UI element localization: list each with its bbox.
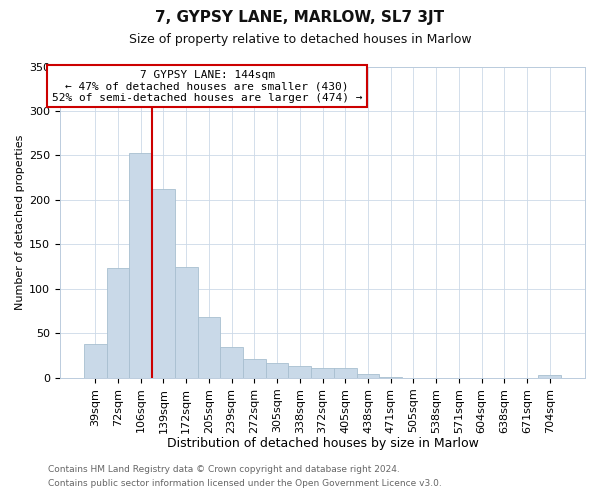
Bar — [311, 368, 334, 378]
Bar — [289, 366, 311, 378]
Bar — [243, 360, 266, 378]
Text: 7, GYPSY LANE, MARLOW, SL7 3JT: 7, GYPSY LANE, MARLOW, SL7 3JT — [155, 10, 445, 25]
Bar — [538, 376, 561, 378]
Bar — [175, 266, 197, 378]
X-axis label: Distribution of detached houses by size in Marlow: Distribution of detached houses by size … — [167, 437, 478, 450]
Text: Size of property relative to detached houses in Marlow: Size of property relative to detached ho… — [128, 32, 472, 46]
Bar — [84, 344, 107, 378]
Bar — [334, 368, 356, 378]
Bar — [379, 377, 402, 378]
Bar — [130, 153, 152, 378]
Text: 7 GYPSY LANE: 144sqm
← 47% of detached houses are smaller (430)
52% of semi-deta: 7 GYPSY LANE: 144sqm ← 47% of detached h… — [52, 70, 362, 103]
Bar — [197, 318, 220, 378]
Bar — [266, 363, 289, 378]
Bar — [220, 347, 243, 378]
Y-axis label: Number of detached properties: Number of detached properties — [15, 134, 25, 310]
Bar — [107, 268, 130, 378]
Bar — [152, 190, 175, 378]
Bar — [356, 374, 379, 378]
Text: Contains HM Land Registry data © Crown copyright and database right 2024.
Contai: Contains HM Land Registry data © Crown c… — [48, 466, 442, 487]
